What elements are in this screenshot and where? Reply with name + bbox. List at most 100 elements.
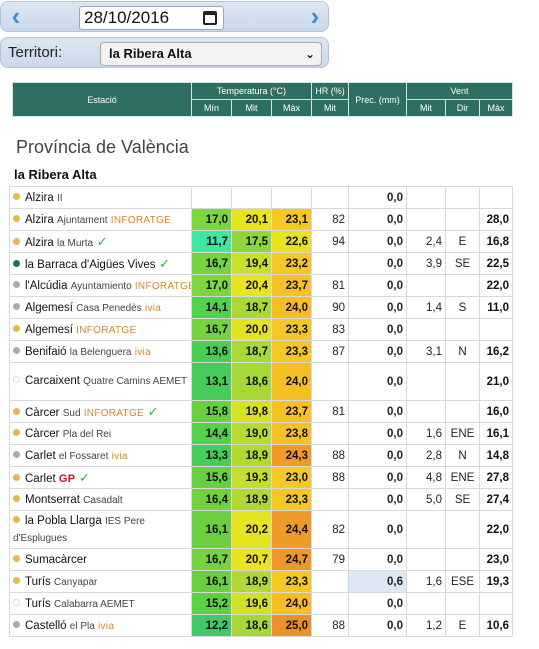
precipitation-cell: 0,0 — [348, 466, 407, 489]
status-dot-icon — [13, 214, 20, 222]
station-name-link[interactable]: Castelló — [25, 619, 67, 632]
status-dot-icon — [13, 376, 20, 384]
station-cell: Càrcer Sud INFORATGE ✓ — [9, 400, 192, 423]
wind-dir-cell: N — [445, 444, 480, 467]
table-row: Turís Canyapar 16,1 18,9 23,3 0,6 1,6 ESE 19,3 — [9, 570, 513, 593]
wind-mit-cell: 1,4 — [406, 296, 446, 319]
date-input[interactable]: 28/10/2016 — [79, 6, 224, 30]
wind-mit-cell: 4,8 — [406, 466, 446, 489]
chevron-right-icon[interactable]: › — [310, 1, 320, 31]
humidity-cell: 88 — [311, 444, 349, 467]
wind-dir-cell: S — [445, 296, 480, 319]
station-cell: Carlet el Fossaret ivia — [9, 444, 192, 467]
station-name-link[interactable]: Sumacàrcer — [25, 553, 87, 566]
wind-dir-cell: ESE — [445, 570, 480, 593]
humidity-cell: 81 — [311, 400, 349, 423]
wind-max-cell — [479, 318, 513, 341]
verified-check-icon: ✓ — [93, 233, 108, 249]
temp-mit-cell: 18,6 — [231, 614, 272, 637]
territory-selected-value: la Ribera Alta — [109, 46, 192, 61]
station-name-link[interactable]: la Barraca d'Aigües Vives — [25, 258, 156, 271]
wind-mit-cell: 5,0 — [406, 488, 446, 511]
station-name-link[interactable]: Benifaió — [25, 345, 67, 358]
temp-mit-cell: 18,7 — [231, 340, 272, 363]
table-row: Sumacàrcer 16,7 20,7 24,7 79 0,0 23,0 — [9, 548, 513, 571]
station-cell: Alzira Ajuntament INFORATGE — [9, 208, 192, 231]
humidity-cell: 83 — [311, 318, 349, 341]
chevron-left-icon[interactable]: ‹ — [11, 1, 21, 31]
station-name-link[interactable]: Montserrat — [25, 493, 80, 506]
station-name-link[interactable]: Alzira — [25, 213, 54, 226]
table-row: Alzira II 0,0 — [9, 186, 513, 209]
station-name-link[interactable]: Algemesí — [25, 301, 73, 314]
status-dot-icon — [13, 346, 20, 354]
wind-max-cell: 22,0 — [479, 510, 513, 549]
header-temperatura: Temperatura (°C) — [191, 82, 312, 100]
station-name-link[interactable]: Carcaixent — [25, 375, 80, 387]
station-subname: Quatre Camins AEMET — [83, 376, 188, 387]
station-cell: Algemesí Casa Penedès ivia — [9, 296, 192, 319]
wind-dir-cell — [445, 592, 480, 615]
station-name-link[interactable]: Càrcer — [25, 427, 60, 440]
chevron-down-icon: ⌄ — [304, 47, 315, 61]
verified-check-icon: ✓ — [155, 255, 170, 271]
station-subname: Casa Penedès — [76, 302, 142, 314]
network-logo: ivia — [134, 346, 151, 358]
precipitation-cell: 0,0 — [348, 422, 407, 445]
temp-max-cell: 23,3 — [271, 488, 312, 511]
table-header: Estació Temperatura (°C) HR (%) Prec. (m… — [12, 82, 513, 117]
temp-max-cell: 22,6 — [271, 230, 312, 253]
table-row: la Pobla Llarga IES Pere d'Esplugues 16,1… — [9, 510, 513, 549]
status-dot-icon — [13, 324, 20, 332]
precipitation-cell: 0,6 — [348, 570, 407, 593]
wind-mit-cell — [406, 274, 446, 297]
status-dot-icon — [13, 302, 20, 310]
network-logo: INFORATGE — [83, 407, 145, 419]
station-cell: Alzira II — [9, 186, 192, 209]
station-cell: Càrcer Pla del Rei — [9, 422, 192, 445]
header-temp-mit: Mit — [231, 99, 272, 117]
table-row: Alzira la Murta ✓ 11,7 17,5 22,6 94 0,0 2,4 E 16… — [9, 230, 513, 253]
station-subname: Calabarra AEMET — [53, 598, 135, 610]
territory-select[interactable]: la Ribera Alta ⌄ — [100, 42, 322, 66]
status-dot-icon — [13, 620, 20, 628]
station-name-link[interactable]: la Pobla Llarga — [25, 514, 102, 527]
wind-mit-cell: 3,9 — [406, 252, 446, 275]
header-vent: Vent — [406, 82, 513, 100]
station-name-link[interactable]: l'Alcúdia — [25, 279, 68, 292]
precipitation-cell: 0,0 — [348, 362, 407, 401]
wind-dir-cell: N — [445, 340, 480, 363]
station-name-link[interactable]: Càrcer — [25, 406, 60, 419]
station-name-link[interactable]: Alzira — [25, 191, 54, 204]
humidity-cell — [311, 592, 349, 615]
temp-min-cell: 16,1 — [191, 510, 232, 549]
station-name-link[interactable]: Algemesí — [25, 323, 73, 336]
station-name-link[interactable]: Carlet — [25, 449, 56, 462]
wind-mit-cell — [406, 318, 446, 341]
table-row: Carlet GP ✓ 15,6 19,3 23,0 88 0,0 4,8 ENE 27,8 — [9, 466, 513, 489]
station-name-link[interactable]: Carlet — [25, 472, 56, 485]
header-vent-mit: Mit — [406, 99, 446, 117]
wind-max-cell: 16,2 — [479, 340, 513, 363]
station-name-link[interactable]: Alzira — [25, 236, 54, 249]
header-hr-mit: Mit — [311, 99, 349, 117]
precipitation-cell: 0,0 — [348, 274, 407, 297]
wind-dir-cell: ENE — [445, 422, 480, 445]
station-cell: Algemesí INFORATGE — [9, 318, 192, 341]
calendar-icon[interactable] — [203, 11, 217, 25]
network-logo: INFORATGE — [110, 214, 172, 226]
temp-min-cell: 11,7 — [191, 230, 232, 253]
temp-mit-cell: 18,9 — [231, 444, 272, 467]
station-name-link[interactable]: Turís — [25, 575, 51, 588]
temp-max-cell: 24,0 — [271, 362, 312, 401]
temp-max-cell: 23,2 — [271, 252, 312, 275]
humidity-cell — [311, 422, 349, 445]
temp-min-cell: 15,2 — [191, 592, 232, 615]
header-estacio: Estació — [12, 82, 192, 117]
precipitation-cell: 0,0 — [348, 252, 407, 275]
station-name-link[interactable]: Turís — [25, 597, 51, 610]
verified-check-icon: ✓ — [75, 469, 90, 485]
station-subname: el Fossaret — [58, 450, 109, 462]
status-dot-icon — [13, 259, 20, 267]
station-cell: Carcaixent Quatre Camins AEMET — [9, 362, 192, 401]
